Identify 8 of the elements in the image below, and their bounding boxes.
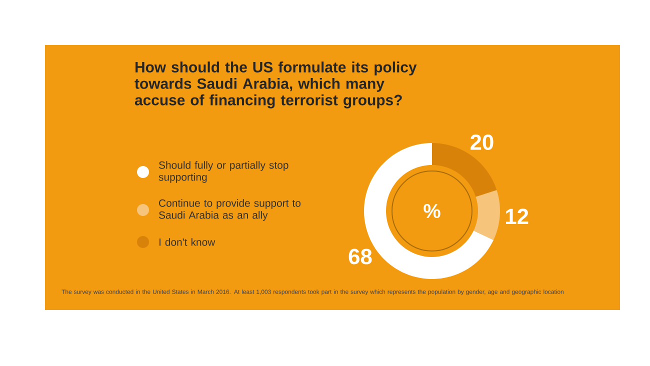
data-label: 20 xyxy=(470,134,494,150)
chart-title: How should the US formulate its policy towards Saudi Arabia, which many accuse of financing terrorist groups? xyxy=(134,62,417,108)
legend-label: Continue to provide support to Saudi Arabia as an ally xyxy=(158,199,301,221)
legend-label: Should fully or partially stop supporting xyxy=(158,161,288,183)
legend-label: I don't know xyxy=(159,238,216,246)
data-label: 68 xyxy=(348,248,372,264)
text: % xyxy=(424,204,440,218)
data-label: 12 xyxy=(506,208,528,224)
